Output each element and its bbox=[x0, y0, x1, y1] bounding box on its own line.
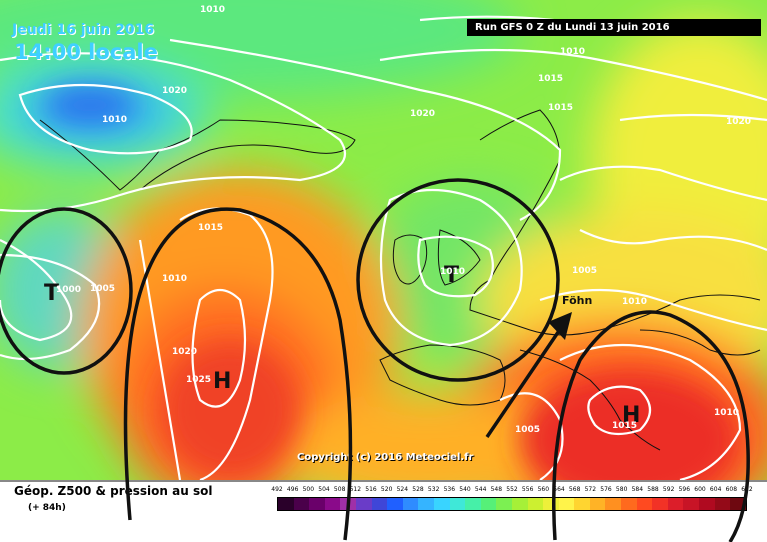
color-scale-swatch bbox=[278, 498, 294, 510]
isobar-label: 1020 bbox=[162, 86, 187, 96]
color-scale-tick-label: 492 bbox=[271, 486, 283, 493]
color-scale-tick-label: 576 bbox=[600, 486, 612, 493]
color-scale-swatch bbox=[636, 498, 653, 510]
color-scale-tick-label: 504 bbox=[318, 486, 330, 493]
color-scale-swatch bbox=[527, 498, 544, 510]
color-scale-tick-label: 568 bbox=[568, 486, 581, 493]
center-pressure-label: 1015 bbox=[612, 421, 637, 431]
color-scale-tick-label: 500 bbox=[302, 486, 315, 493]
isobar-label: 1010 bbox=[200, 5, 225, 15]
color-scale-swatch bbox=[699, 498, 715, 510]
center-pressure-label: 1010 bbox=[440, 267, 465, 277]
color-scale-swatch bbox=[402, 498, 419, 510]
color-scale-swatch bbox=[714, 498, 731, 510]
color-scale-swatch bbox=[324, 498, 341, 510]
forecast-date: Jeudi 16 juin 2016 bbox=[12, 22, 155, 38]
color-scale-tick-label: 496 bbox=[286, 486, 299, 493]
color-scale-tick-label: 552 bbox=[506, 486, 518, 493]
color-scale-swatch bbox=[480, 498, 497, 510]
color-scale-swatch bbox=[574, 498, 590, 510]
isobar-label: 1010 bbox=[162, 274, 187, 284]
color-scale-swatch bbox=[543, 498, 559, 510]
color-scale-swatch bbox=[449, 498, 466, 510]
color-scale-tick-label: 580 bbox=[615, 486, 628, 493]
color-scale-tick-label: 612 bbox=[741, 486, 753, 493]
isobar-label: 1005 bbox=[515, 425, 540, 435]
isobar-label: 1020 bbox=[172, 347, 197, 357]
color-scale-swatch bbox=[465, 498, 481, 510]
color-scale-swatch bbox=[511, 498, 528, 510]
color-scale-tick-label: 584 bbox=[631, 486, 644, 493]
color-scale-tick-label: 588 bbox=[647, 486, 659, 493]
color-scale-tick-label: 608 bbox=[725, 486, 738, 493]
isobar-label: 1020 bbox=[726, 117, 751, 127]
color-scale-swatch bbox=[667, 498, 684, 510]
color-scale-swatches bbox=[277, 497, 747, 511]
isobar-label: 1005 bbox=[572, 266, 597, 276]
color-scale-tick-label: 520 bbox=[380, 486, 393, 493]
color-scale-tick-label: 548 bbox=[490, 486, 503, 493]
color-scale-tick-label: 604 bbox=[709, 486, 722, 493]
color-scale-tick-label: 544 bbox=[474, 486, 487, 493]
color-scale-swatch bbox=[558, 498, 575, 510]
color-scale-tick-label: 516 bbox=[365, 486, 377, 493]
color-scale-swatch bbox=[355, 498, 372, 510]
color-scale-tick-label: 508 bbox=[333, 486, 346, 493]
color-scale-swatch bbox=[730, 498, 746, 510]
color-scale-swatch bbox=[683, 498, 700, 510]
color-scale-tick-label: 600 bbox=[694, 486, 706, 493]
color-scale-tick-label: 536 bbox=[443, 486, 456, 493]
color-scale-labels: 492 496 500 504 508 512 516 520 524 528 532 536 540 5… bbox=[271, 486, 752, 497]
color-scale-swatch bbox=[433, 498, 450, 510]
color-scale-swatch bbox=[589, 498, 606, 510]
isobar-label: 1020 bbox=[410, 109, 435, 119]
color-scale-swatch bbox=[293, 498, 310, 510]
color-scale-tick-label: 540 bbox=[459, 486, 471, 493]
isobar-label: 1015 bbox=[548, 103, 573, 113]
color-scale: 492 496 500 504 508 512 516 520 524 528 532 536 540 5… bbox=[271, 486, 753, 511]
color-scale-swatch bbox=[387, 498, 403, 510]
color-scale-swatch bbox=[418, 498, 434, 510]
color-scale-swatch bbox=[309, 498, 325, 510]
forecast-time: 14:00 locale bbox=[14, 40, 158, 64]
color-scale-swatch bbox=[340, 498, 356, 510]
isobar-label: 1015 bbox=[198, 223, 223, 233]
color-scale-tick-label: 512 bbox=[349, 486, 362, 493]
model-run-label: Run GFS 0 Z du Lundi 13 juin 2016 bbox=[467, 19, 761, 36]
copyright-notice: Copyright (c) 2016 Meteociel.fr bbox=[297, 452, 474, 463]
color-scale-tick-label: 524 bbox=[396, 486, 409, 493]
color-scale-swatch bbox=[605, 498, 622, 510]
color-scale-swatch bbox=[652, 498, 668, 510]
color-scale-tick-label: 560 bbox=[537, 486, 550, 493]
color-scale-tick-label: 564 bbox=[553, 486, 565, 493]
legend-title: Géop. Z500 & pression au sol bbox=[14, 484, 213, 498]
color-scale-tick-label: 556 bbox=[521, 486, 534, 493]
color-scale-swatch bbox=[621, 498, 637, 510]
color-scale-tick-label: 596 bbox=[678, 486, 691, 493]
color-scale-swatch bbox=[371, 498, 388, 510]
high-pressure-center: H bbox=[213, 369, 231, 394]
isobar-label: 1010 bbox=[102, 115, 127, 125]
color-scale-tick-label: 528 bbox=[412, 486, 424, 493]
center-pressure-label: 1000 bbox=[56, 285, 81, 295]
color-scale-tick-label: 532 bbox=[427, 486, 440, 493]
isobar-label: 1010 bbox=[714, 408, 739, 418]
isobar-label: 1015 bbox=[538, 74, 563, 84]
center-pressure-label: 1025 bbox=[186, 375, 211, 385]
isobar-label: 1005 bbox=[90, 284, 115, 294]
isobar-label: 1010 bbox=[622, 297, 647, 307]
isobar-label: 1010 bbox=[560, 47, 585, 57]
color-scale-tick-label: 592 bbox=[662, 486, 675, 493]
forecast-offset: (+ 84h) bbox=[28, 503, 66, 513]
color-scale-swatch bbox=[496, 498, 512, 510]
geopotential-map: 1020 1010 1010 1020 1015 1015 1010 1020 … bbox=[0, 0, 767, 480]
color-scale-tick-label: 572 bbox=[584, 486, 597, 493]
